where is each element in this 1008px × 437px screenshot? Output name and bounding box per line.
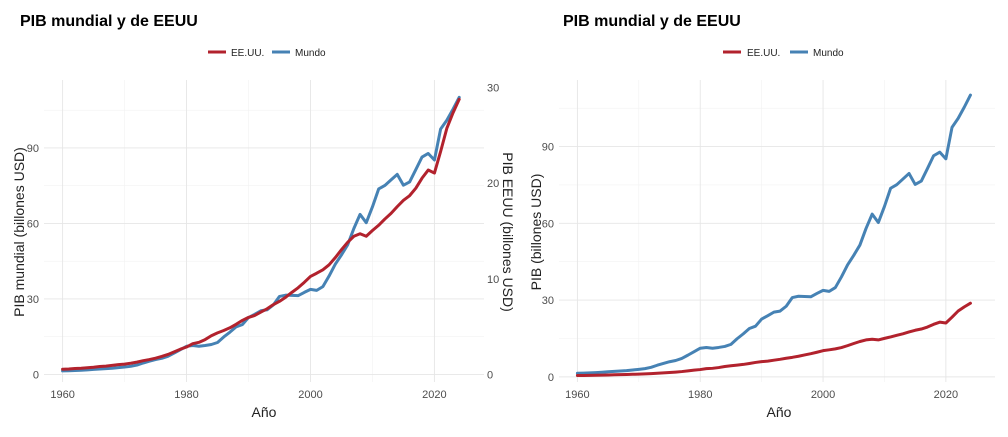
y-axis-title: PIB (billones USD) [528,174,544,291]
x-tick-label: 1960 [565,389,589,401]
chart-panel-dual-axis: PIB mundial y de EEUU EE.UU. Mundo 1960 1… [11,13,516,420]
y-tick-label: 0 [33,369,39,381]
x-axis-title: Año [767,404,792,420]
x-tick-label: 2020 [934,389,958,401]
series-line-world [61,95,461,373]
y-tick-label: 90 [542,142,554,154]
x-tick-label: 2020 [422,389,446,401]
y-tick-label: 60 [27,218,39,230]
series-line-usa [575,301,972,377]
y-tick-label: 90 [27,143,39,155]
y2-axis-title: PIB EEUU (billones USD) [500,152,516,312]
x-tick-label: 1980 [174,389,198,401]
y2-tick-label: 30 [487,83,499,95]
legend-label-world: Mundo [295,48,326,59]
x-tick-label: 1980 [688,389,712,401]
legend-label-usa: EE.UU. [231,48,264,59]
y2-tick-label: 20 [487,178,499,190]
chart-title: PIB mundial y de EEUU [20,13,198,30]
plot-area: 1960 1980 2000 2020 0 30 60 90 [542,80,995,401]
series-line-usa [61,97,461,371]
x-tick-label: 1960 [50,389,74,401]
legend-label-usa: EE.UU. [747,48,780,59]
y-tick-label: 0 [548,372,554,384]
x-tick-label: 2000 [811,389,835,401]
chart-panel-shared-axis: PIB mundial y de EEUU EE.UU. Mundo 1960 1… [528,13,995,420]
y-axis-title: PIB mundial (billones USD) [11,147,27,317]
y2-tick-label: 0 [487,369,493,381]
chart-title: PIB mundial y de EEUU [563,13,741,30]
series-line-world [575,93,972,375]
x-axis-title: Año [252,404,277,420]
plot-area: 1960 1980 2000 2020 0 30 60 90 0 10 20 30 [27,80,499,401]
y2-tick-label: 10 [487,274,499,286]
y-tick-label: 30 [27,294,39,306]
legend-label-world: Mundo [813,48,844,59]
legend: EE.UU. Mundo [723,48,844,59]
y-tick-label: 30 [542,295,554,307]
y-tick-label: 60 [542,218,554,230]
legend: EE.UU. Mundo [208,48,326,59]
x-tick-label: 2000 [298,389,322,401]
